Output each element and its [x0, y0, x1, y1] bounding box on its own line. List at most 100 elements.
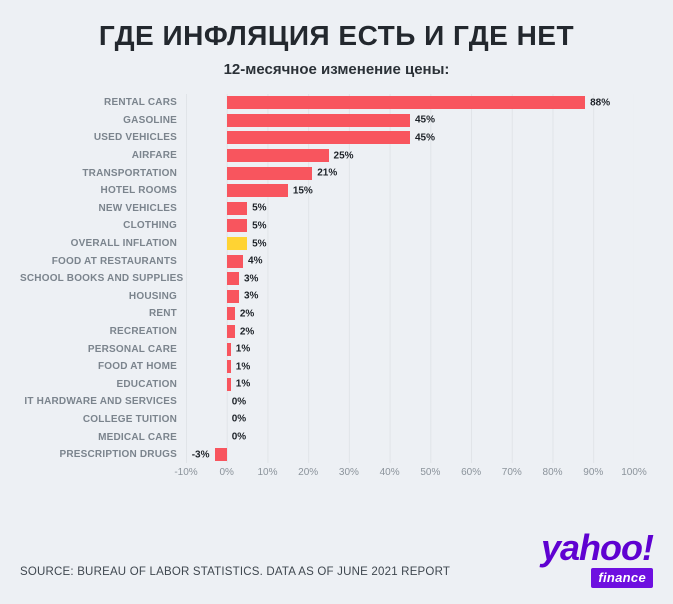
value-bar — [226, 149, 329, 163]
chart-row: RENT 2% — [20, 305, 653, 323]
value-label: 2% — [239, 308, 255, 320]
plot-cell: 45% — [186, 111, 634, 130]
category-label: RENTAL CARS — [104, 97, 177, 109]
value-bar — [226, 360, 231, 374]
category-label: PERSONAL CARE — [87, 343, 177, 355]
category-label: CLOTHING — [123, 220, 177, 232]
axis-tick-label: 20% — [298, 467, 319, 479]
axis-tick-label: 40% — [379, 467, 400, 479]
chart-row: FOOD AT RESTAURANTS 4% — [20, 252, 653, 270]
axis-tick-label: 0% — [219, 467, 234, 479]
chart-row: PRESCRIPTION DRUGS -3% — [20, 445, 653, 464]
axis-tick-label: 10% — [257, 467, 278, 479]
yahoo-wordmark: yahoo! — [540, 527, 654, 568]
plot-cell: 5% — [186, 234, 634, 253]
chart-row: HOUSING 3% — [20, 287, 653, 306]
footer: SOURCE: BUREAU OF LABOR STATISTICS. DATA… — [20, 527, 654, 588]
highlight-bar — [226, 237, 248, 251]
category-label: IT HARDWARE AND SERVICES — [24, 396, 177, 408]
chart-row: IT HARDWARE AND SERVICES 0% — [20, 393, 653, 411]
plot-cell: 0% — [186, 410, 634, 429]
plot-cell: 3% — [186, 287, 634, 306]
chart-row: EDUCATION 1% — [20, 375, 653, 394]
value-label: -3% — [191, 449, 210, 461]
value-label: 5% — [252, 238, 267, 250]
chart-row: FOOD AT HOME 1% — [20, 357, 653, 376]
plot-cell: 1% — [186, 340, 634, 358]
value-bar — [226, 272, 239, 286]
axis-tick-label: 70% — [501, 467, 522, 479]
category-label: TRANSPORTATION — [82, 167, 177, 179]
chart-row: OVERALL INFLATION 5% — [20, 234, 653, 253]
plot-cell: 0% — [186, 428, 634, 446]
yahoo-finance-logo: yahoo! finance — [540, 527, 654, 588]
value-bar — [226, 377, 231, 391]
x-axis: -10% 0% 10% 20% 30% 40% 50% 60% 70% 80% 90% 100% — [20, 467, 653, 483]
plot-cell: 0% — [186, 393, 634, 411]
value-bar — [226, 113, 410, 127]
value-label: 2% — [239, 326, 255, 338]
plot-cell: 21% — [186, 164, 634, 182]
value-bar — [226, 307, 235, 321]
value-label: 25% — [333, 150, 354, 162]
value-label: 5% — [252, 202, 267, 214]
plot-cell: 25% — [186, 146, 634, 165]
category-label: FOOD AT HOME — [97, 361, 177, 373]
chart-row: RECREATION 2% — [20, 322, 653, 341]
category-label: SCHOOL BOOKS AND SUPPLIES — [20, 273, 184, 285]
value-bar — [226, 201, 248, 215]
axis-tick-label: 80% — [542, 467, 563, 479]
chart-row: COLLEGE TUITION 0% — [20, 410, 653, 429]
category-label: OVERALL INFLATION — [70, 238, 177, 250]
category-label: FOOD AT RESTAURANTS — [51, 255, 177, 267]
page-subtitle: 12-месячное изменение цены: — [223, 61, 450, 78]
plot-cell: -3% — [186, 445, 634, 464]
bar-chart: RENTAL CARS 88% GASOLINE 45% USED VEHICLES 45… — [20, 94, 653, 483]
category-label: NEW VEHICLES — [98, 202, 177, 214]
value-label: 15% — [292, 185, 313, 197]
value-bar — [226, 184, 288, 198]
value-label: 1% — [235, 343, 251, 355]
category-label: GASOLINE — [123, 114, 177, 126]
page-title: ГДЕ ИНФЛЯЦИЯ ЕСТЬ И ГДЕ НЕТ — [98, 20, 575, 51]
category-label: MEDICAL CARE — [98, 431, 177, 443]
plot-cell: 5% — [186, 217, 634, 235]
chart-rows: RENTAL CARS 88% GASOLINE 45% USED VEHICLES 45… — [20, 94, 653, 464]
value-label: 3% — [243, 273, 259, 285]
plot-cell: 5% — [186, 199, 634, 218]
chart-row: PERSONAL CARE 1% — [20, 340, 653, 358]
plot-cell: 2% — [186, 322, 634, 341]
value-label: 0% — [231, 413, 247, 425]
value-bar — [226, 325, 235, 339]
plot-cell: 88% — [186, 94, 634, 112]
value-label: 88% — [590, 97, 611, 109]
value-bar — [226, 254, 243, 268]
chart-row: MEDICAL CARE 0% — [20, 428, 653, 446]
category-label: EDUCATION — [116, 378, 177, 390]
plot-cell: 1% — [186, 375, 634, 394]
axis-tick-label: 50% — [420, 467, 441, 479]
axis-tick-labels: -10% 0% 10% 20% 30% 40% 50% 60% 70% 80% 90% 100% — [174, 467, 646, 483]
category-label: PRESCRIPTION DRUGS — [59, 449, 177, 461]
value-bar — [226, 96, 586, 110]
value-bar — [226, 342, 231, 356]
value-label: 3% — [243, 290, 259, 302]
axis-tick-label: -10% — [174, 467, 198, 479]
plot-cell: 1% — [186, 357, 634, 376]
chart-row: USED VEHICLES 45% — [20, 129, 653, 147]
value-label: 0% — [231, 396, 247, 408]
source-note: SOURCE: BUREAU OF LABOR STATISTICS. DATA… — [20, 566, 451, 578]
value-bar — [226, 219, 248, 233]
axis-tick-label: 60% — [461, 467, 482, 479]
category-label: RENT — [148, 308, 177, 320]
value-label: 4% — [248, 255, 263, 267]
chart-row: TRANSPORTATION 21% — [20, 164, 653, 182]
axis-tick-label: 30% — [338, 467, 359, 479]
value-label: 1% — [235, 361, 251, 373]
axis-tick-label: 90% — [583, 467, 604, 479]
plot-cell: 3% — [186, 269, 634, 288]
value-label: 45% — [415, 114, 436, 126]
header: ГДЕ ИНФЛЯЦИЯ ЕСТЬ И ГДЕ НЕТ 12-месячное … — [20, 20, 653, 78]
plot-cell: 2% — [186, 305, 634, 323]
